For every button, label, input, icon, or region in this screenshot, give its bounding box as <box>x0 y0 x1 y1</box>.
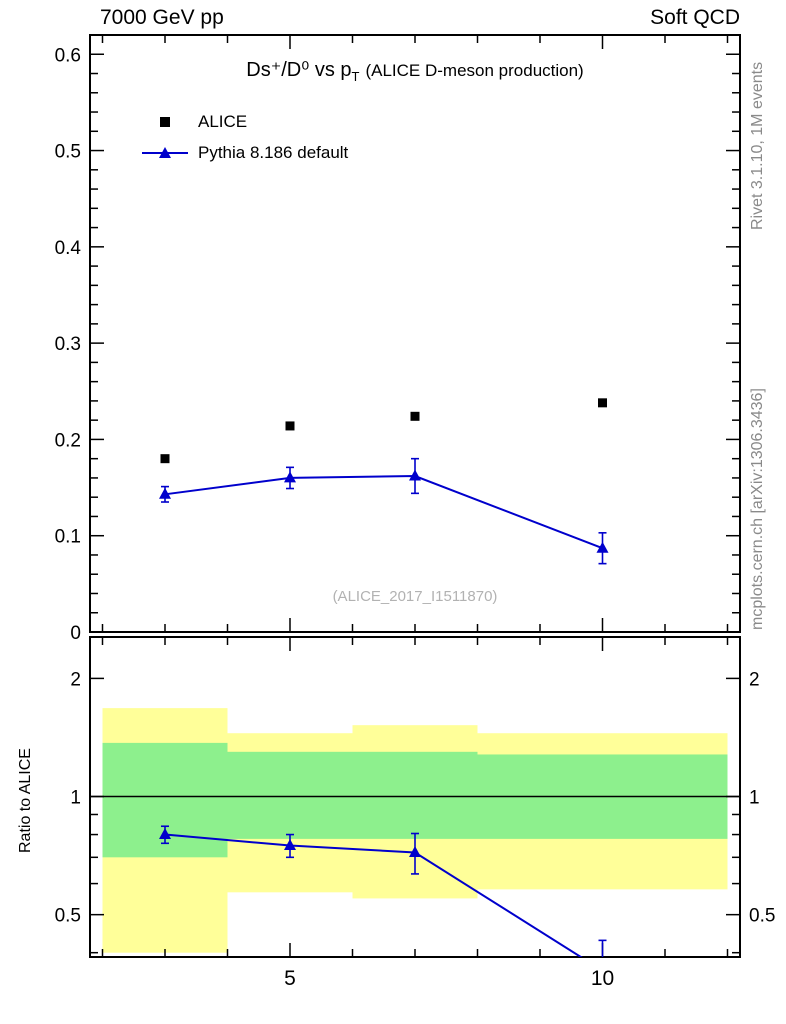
pythia-series <box>159 457 609 565</box>
legend: ALICE Pythia 8.186 default <box>142 106 348 168</box>
process-group-label: Soft QCD <box>650 6 740 29</box>
legend-item-pythia: Pythia 8.186 default <box>142 137 348 168</box>
ratio-y-tick-label: 1 <box>70 788 81 809</box>
legend-label-pythia: Pythia 8.186 default <box>198 142 349 162</box>
main-y-tick-label: 0.1 <box>55 527 81 548</box>
legend-label-alice: ALICE <box>198 111 248 131</box>
triangle-marker <box>159 487 171 499</box>
alice-series <box>160 398 607 464</box>
ratio-series <box>159 825 607 957</box>
ratio-y-tick-label: 2 <box>70 669 81 690</box>
ratio-axis-label: Ratio to ALICE <box>17 748 34 853</box>
axis-ticks <box>90 35 740 957</box>
green-band <box>227 751 353 839</box>
ratio-y-tick-label: 1 <box>749 788 760 809</box>
x-tick-label: 10 <box>591 967 614 990</box>
title-main: Ds⁺/D⁰ vs p <box>246 59 352 81</box>
legend-marker-cell <box>142 145 188 161</box>
triangle-marker <box>409 846 421 858</box>
title-note: (ALICE D-meson production) <box>365 61 584 80</box>
x-tick-label: 5 <box>284 967 296 990</box>
main-y-tick-label: 0.2 <box>55 430 81 451</box>
square-marker <box>598 398 607 408</box>
black-square-marker-icon <box>160 116 170 127</box>
mcplots-arxiv-label: mcplots.cern.ch [arXiv:1306.3436] <box>749 388 766 630</box>
square-marker <box>410 411 420 421</box>
rivet-version-label: Rivet 3.1.10, 1M events <box>749 61 766 230</box>
triangle-marker <box>284 471 296 483</box>
square-marker <box>285 421 295 431</box>
square-marker <box>160 454 170 464</box>
ratio-y-tick-label: 0.5 <box>749 906 775 927</box>
legend-item-alice: ALICE <box>142 106 348 137</box>
main-y-tick-label: 0 <box>70 623 81 644</box>
triangle-marker <box>596 541 609 553</box>
analysis-watermark: (ALICE_2017_I1511870) <box>332 588 498 605</box>
triangle-marker <box>159 828 171 840</box>
main-y-tick-label: 0.6 <box>55 45 81 66</box>
pythia-series-line <box>164 475 603 550</box>
triangle-marker <box>284 839 296 851</box>
main-y-tick-label: 0.4 <box>55 238 82 259</box>
main-y-tick-label: 0.3 <box>55 334 81 355</box>
main-y-tick-label: 0.5 <box>55 142 81 163</box>
beam-energy-label: 7000 GeV pp <box>100 6 224 29</box>
ratio-y-tick-label: 2 <box>749 669 760 690</box>
triangle-marker <box>409 469 421 481</box>
plot-title: Ds⁺/D⁰ vs pT (ALICE D-meson production) <box>90 57 740 84</box>
title-subscript: T <box>351 69 360 84</box>
uncertainty-bands <box>102 708 728 953</box>
green-band <box>352 751 478 839</box>
blue-triangle-marker-icon <box>159 146 171 158</box>
ratio-series-line <box>164 833 583 957</box>
legend-marker-cell <box>142 114 188 130</box>
ratio-y-tick-label: 0.5 <box>55 906 81 927</box>
